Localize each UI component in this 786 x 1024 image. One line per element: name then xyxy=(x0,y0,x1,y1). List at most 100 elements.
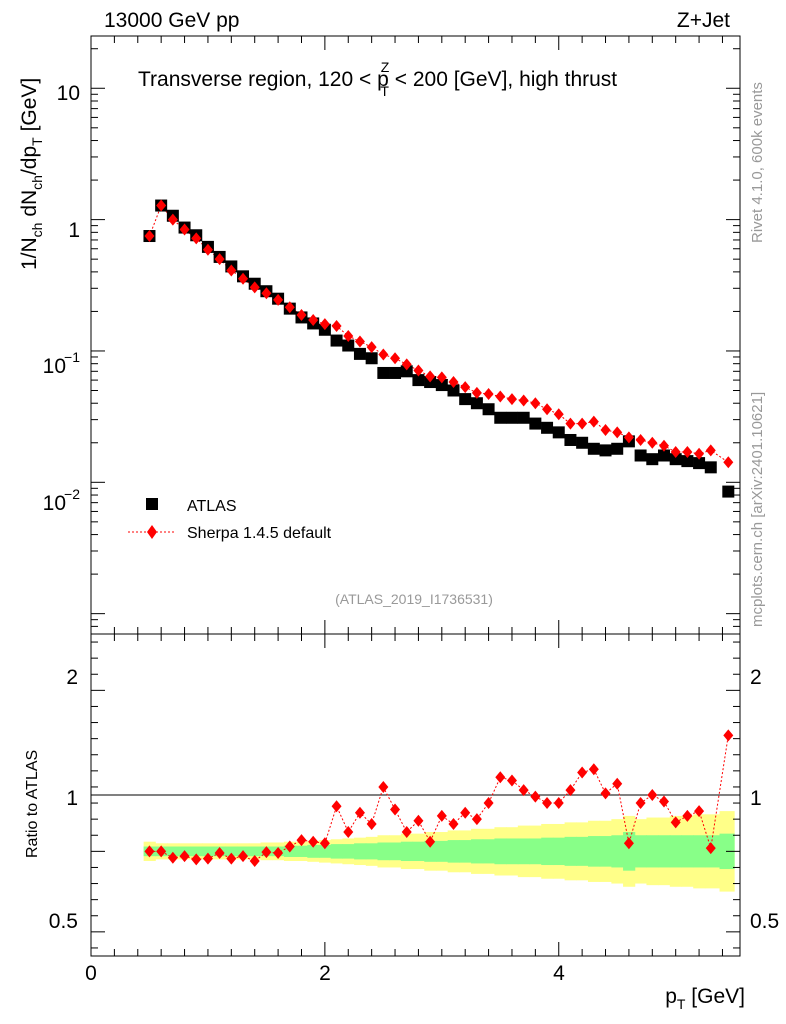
ratio-point xyxy=(413,814,424,827)
sherpa-point xyxy=(378,348,389,361)
sherpa-point xyxy=(565,417,576,430)
ratio-y-tick-label: 0.5 xyxy=(49,910,78,933)
ratio-point xyxy=(483,797,494,810)
band-inner xyxy=(646,835,659,868)
sherpa-point xyxy=(518,394,529,407)
main-frame xyxy=(90,35,741,635)
band-inner xyxy=(435,840,449,862)
ratio-point xyxy=(167,851,178,864)
ratio-point xyxy=(284,840,295,853)
ratio-point xyxy=(354,806,365,819)
sherpa-point xyxy=(156,199,167,212)
ratio-point xyxy=(214,846,225,859)
sherpa-point xyxy=(670,446,681,459)
band-inner xyxy=(564,836,577,866)
band-inner xyxy=(482,839,495,864)
sherpa-point xyxy=(273,293,284,306)
ratio-point xyxy=(682,809,693,822)
atlas-point xyxy=(517,411,530,424)
ratio-point xyxy=(261,846,272,859)
band-inner xyxy=(471,839,484,864)
atlas-point xyxy=(470,397,483,410)
band-inner xyxy=(529,838,542,865)
atlas-point xyxy=(330,334,343,347)
main-y-axis-label: 1/Nch dNch/dpT [GeV] xyxy=(18,78,45,270)
sherpa-point xyxy=(308,314,319,327)
sherpa-line xyxy=(149,204,729,463)
atlas-point xyxy=(412,374,425,387)
sherpa-point xyxy=(658,439,669,452)
atlas-point xyxy=(634,449,647,462)
atlas-point xyxy=(681,455,694,468)
legend-label-sherpa: Sherpa 1.4.5 default xyxy=(187,525,332,542)
band-inner xyxy=(424,840,437,862)
ratio-uncertainty-bands xyxy=(143,811,735,892)
ratio-point xyxy=(331,800,342,813)
band-inner xyxy=(389,842,402,861)
legend: ATLAS Sherpa 1.4.5 default xyxy=(128,498,332,542)
atlas-point xyxy=(587,442,600,455)
band-inner xyxy=(541,837,554,866)
sherpa-point xyxy=(319,318,330,331)
sherpa-point xyxy=(623,431,634,444)
ratio-point xyxy=(296,834,307,847)
sherpa-point xyxy=(588,415,599,428)
ratio-point xyxy=(226,852,237,865)
atlas-point xyxy=(505,411,518,424)
ratio-point xyxy=(191,853,202,866)
y-tick-label: 10 xyxy=(57,82,80,105)
main-y-tick-labels: 10 1 10 −1 10 −2 xyxy=(43,82,81,515)
band-inner xyxy=(494,838,507,865)
sherpa-point xyxy=(179,223,190,236)
main-series xyxy=(143,199,735,498)
sherpa-point xyxy=(635,433,646,446)
ratio-point xyxy=(623,837,634,850)
sherpa-point xyxy=(202,243,213,256)
y-tick-label: 10 xyxy=(43,492,66,515)
atlas-point xyxy=(576,436,589,449)
sherpa-point xyxy=(506,393,517,406)
header-right: Z+Jet xyxy=(677,9,730,32)
ratio-point xyxy=(460,806,471,819)
rivet-label: Rivet 4.1.0, 600k events xyxy=(749,82,766,243)
sherpa-point xyxy=(448,376,459,389)
ratio-y-axis-label: Ratio to ATLAS xyxy=(24,750,41,858)
y-tick-exponent: −2 xyxy=(64,486,80,502)
atlas-point xyxy=(494,411,507,424)
band-inner xyxy=(365,843,378,860)
ratio-point xyxy=(319,837,330,850)
sherpa-point xyxy=(296,308,307,321)
ratio-y-tick-label-right: 0.5 xyxy=(750,910,779,933)
atlas-point xyxy=(704,461,717,474)
sherpa-point xyxy=(191,232,202,245)
ratio-point xyxy=(542,797,553,810)
atlas-point xyxy=(529,417,542,430)
atlas-point xyxy=(389,366,402,379)
sherpa-point xyxy=(425,370,436,383)
y-tick-exponent: −1 xyxy=(64,349,80,365)
legend-marker-atlas xyxy=(146,498,158,510)
ratio-point xyxy=(495,771,506,784)
band-inner xyxy=(506,838,519,865)
sherpa-point xyxy=(390,352,401,365)
sherpa-point xyxy=(577,417,588,430)
atlas-point xyxy=(564,433,577,446)
band-inner xyxy=(190,846,203,857)
ratio-point xyxy=(179,850,190,863)
ratio-point xyxy=(401,826,412,839)
ratio-point xyxy=(273,846,284,859)
atlas-point xyxy=(693,457,706,470)
ratio-point xyxy=(612,777,623,790)
band-inner xyxy=(248,846,262,857)
ratio-y-tick-label-right: 2 xyxy=(750,666,762,689)
band-inner xyxy=(634,835,647,868)
atlas-point xyxy=(342,339,355,352)
sherpa-point xyxy=(214,253,225,266)
sherpa-point xyxy=(343,329,354,342)
band-inner xyxy=(576,836,589,866)
band-inner xyxy=(552,837,566,866)
sherpa-point xyxy=(542,403,553,416)
atlas-point xyxy=(599,444,612,457)
mcplots-label: mcplots.cern.ch [arXiv:2401.10621] xyxy=(749,392,766,627)
